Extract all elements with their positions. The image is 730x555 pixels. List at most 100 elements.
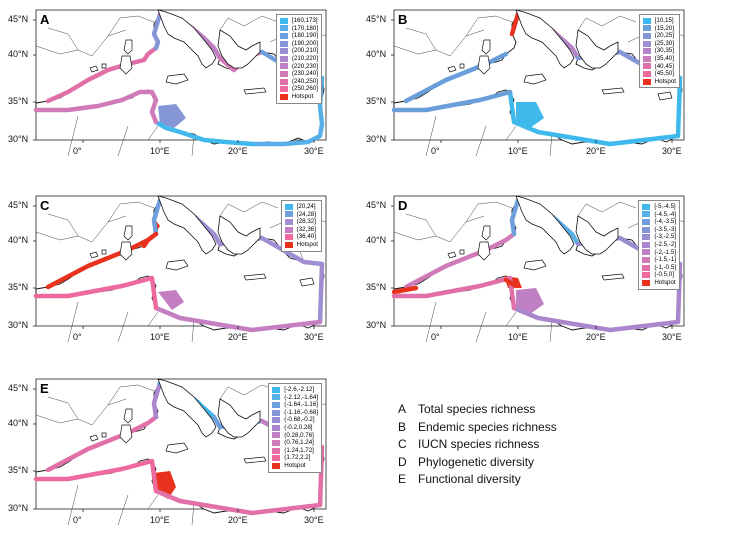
legend-swatch (642, 48, 651, 55)
panel-label: A (40, 12, 50, 27)
greece-land (575, 29, 619, 69)
lon-label: 10°E (508, 146, 528, 156)
legend-swatch (272, 439, 281, 446)
legend-swatch (642, 279, 651, 286)
island (299, 277, 315, 287)
island (601, 273, 625, 281)
lat-label: 30°N (8, 134, 29, 144)
lon-label: 20°E (228, 146, 248, 156)
island (601, 87, 625, 95)
map-legend: [20,24] (24,28] (28,32] (32,36] (36,40] Hotsp… (280, 200, 322, 252)
legend-label: (32,36] (296, 225, 316, 233)
coastal-band (391, 275, 517, 311)
lon-label: 10°E (150, 515, 170, 525)
legend-label: (210,220] (291, 54, 318, 62)
legend-label: (24,28] (296, 210, 316, 218)
legend-entry: (220,230] (279, 62, 318, 71)
island (89, 434, 99, 442)
lat-label: 45°N (366, 14, 387, 24)
island (165, 259, 189, 271)
legend-swatch (279, 70, 288, 77)
legend-label: (25,30] (654, 39, 674, 47)
island (101, 249, 107, 255)
lon-label: 0° (73, 146, 82, 156)
legend-label: (230,240] (291, 70, 318, 78)
legend-swatch (279, 17, 288, 24)
lat-label: 45°N (8, 14, 29, 24)
legend-swatch (272, 455, 281, 462)
lon-label: 20°E (586, 332, 606, 342)
key-row-a: A Total species richness (398, 402, 536, 416)
lon-label: 20°E (228, 515, 248, 525)
lat-label: 30°N (8, 320, 29, 330)
legend-swatch (642, 272, 651, 279)
legend-entry: (-3.5,-3] (642, 226, 676, 234)
island (459, 63, 465, 69)
legend-label: (-1.64,-1.16] (284, 401, 318, 409)
lon-label: 0° (73, 332, 82, 342)
legend-swatch (279, 93, 288, 100)
legend-entry: (25,30] (642, 39, 676, 48)
legend-label: (170,180] (291, 24, 318, 32)
coastal-band (153, 488, 183, 504)
legend-label: (220,230] (291, 62, 318, 70)
island (89, 251, 99, 259)
legend-label: (-2,-1.5] (654, 248, 676, 256)
legend-entry: (28,32] (284, 218, 318, 226)
legend-label: Hotspot (284, 461, 306, 469)
lat-label: 35°N (8, 96, 29, 106)
legend-swatch (279, 86, 288, 93)
legend-entry: (0.76,1.24] (272, 439, 318, 447)
legend-label: (0.28,0.76] (284, 431, 314, 439)
legend-swatch (284, 241, 293, 248)
island (523, 259, 547, 271)
legend-entry: Hotspot (272, 462, 318, 470)
key-row-b: B Endemic species richness (398, 419, 557, 434)
legend-label: (-3.5,-3] (654, 225, 676, 233)
legend-entry: [160,173] (279, 17, 318, 25)
legend-entry: (-4.5,-4] (642, 211, 676, 219)
legend-label: (1.24,1.72] (284, 446, 314, 454)
coastal-band (249, 75, 325, 147)
legend-entry: (36,40] (284, 233, 318, 241)
italy-land (157, 9, 217, 69)
island (447, 65, 457, 73)
island (459, 249, 465, 255)
panel-label: D (398, 198, 408, 213)
richness-area (516, 102, 544, 128)
lon-label: 20°E (586, 146, 606, 156)
legend-label: (-0.2,0.28] (284, 423, 313, 431)
legend-label: [160,173] (291, 17, 318, 24)
legend-entry: (-0.2,0.28] (272, 424, 318, 432)
legend-label: (30,35] (654, 47, 674, 55)
legend-entry: [-2.6,-2.12] (272, 386, 318, 394)
legend-label: (-1,-0.5] (654, 263, 676, 271)
map-svg-b (391, 9, 685, 157)
lat-label: 40°N (8, 235, 29, 245)
legend-entry: Hotspot (642, 78, 676, 86)
legend-label: [20,24] (296, 203, 316, 210)
legend-label: Hotspot (291, 92, 314, 100)
legend-swatch (642, 17, 651, 24)
coastal-band (177, 444, 325, 516)
coastal-band (391, 89, 513, 113)
legend-entry: (200,210] (279, 47, 318, 55)
legend-label: (36,40] (296, 233, 316, 241)
legend-swatch (642, 55, 651, 62)
legend-entry: (190,200] (279, 40, 318, 48)
coastal-band (153, 305, 323, 333)
lon-label: 0° (431, 146, 440, 156)
legend-entry: Hotspot (279, 92, 318, 101)
island (657, 91, 673, 101)
island (119, 55, 133, 75)
legend-swatch (272, 424, 281, 431)
legend-swatch (279, 78, 288, 85)
island (101, 63, 107, 69)
lon-label: 10°E (150, 146, 170, 156)
map-legend: [10,15] (15,20] (20,25] (25,30] (30,35] (35,4… (638, 14, 680, 89)
map-svg-c (33, 195, 327, 343)
legend-swatch (642, 211, 651, 218)
legend-swatch (279, 32, 288, 39)
legend-label: (45,50] (654, 70, 674, 78)
legend-label: (-0.5,0] (654, 271, 674, 279)
